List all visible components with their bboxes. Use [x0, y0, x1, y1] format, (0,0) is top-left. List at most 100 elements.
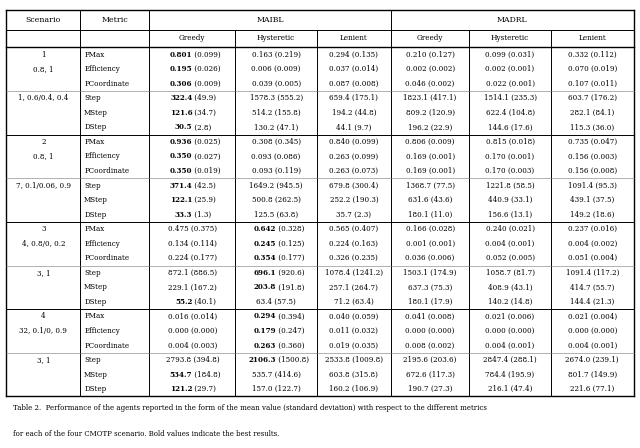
Text: 0.099 (0.031): 0.099 (0.031)	[486, 51, 534, 59]
Text: 631.6 (43.6): 631.6 (43.6)	[408, 196, 452, 204]
Text: (1.3): (1.3)	[193, 211, 211, 219]
Text: 0.294 (0.135): 0.294 (0.135)	[330, 51, 378, 59]
Text: 0.087 (0.008): 0.087 (0.008)	[329, 80, 378, 88]
Text: 0.004 (0.001): 0.004 (0.001)	[568, 341, 617, 349]
Text: DStep: DStep	[84, 123, 106, 131]
Text: 0.004 (0.002): 0.004 (0.002)	[568, 240, 617, 248]
Text: (0.177): (0.177)	[276, 254, 305, 262]
Text: 801.7 (149.9): 801.7 (149.9)	[568, 370, 617, 379]
Text: (42.5): (42.5)	[193, 181, 216, 190]
Text: 0.806 (0.009): 0.806 (0.009)	[405, 138, 455, 146]
Text: 125.5 (63.8): 125.5 (63.8)	[254, 211, 298, 219]
Text: for each of the four CMOTP scenario. Bold values indicate the best results.: for each of the four CMOTP scenario. Bol…	[13, 430, 279, 438]
Text: MStep: MStep	[84, 196, 108, 204]
Text: 1823.1 (417.1): 1823.1 (417.1)	[403, 94, 457, 102]
Text: 0.195: 0.195	[170, 65, 193, 73]
Text: 0.170 (0.001): 0.170 (0.001)	[486, 152, 534, 160]
Text: 1649.2 (945.5): 1649.2 (945.5)	[250, 181, 303, 190]
Text: 0.332 (0.112): 0.332 (0.112)	[568, 51, 616, 59]
Text: 784.4 (195.9): 784.4 (195.9)	[486, 370, 534, 379]
Text: 659.4 (175.1): 659.4 (175.1)	[330, 94, 378, 102]
Text: 282.1 (84.1): 282.1 (84.1)	[570, 109, 614, 117]
Text: 0.002 (0.001): 0.002 (0.001)	[486, 65, 534, 73]
Text: 0.093 (0.119): 0.093 (0.119)	[252, 167, 301, 175]
Text: 679.8 (300.4): 679.8 (300.4)	[329, 181, 378, 190]
Text: 0.306: 0.306	[170, 80, 193, 88]
Text: Efficiency: Efficiency	[84, 152, 120, 160]
Text: (191.8): (191.8)	[276, 284, 305, 291]
Text: 0.8, 1: 0.8, 1	[33, 65, 54, 73]
Text: DStep: DStep	[84, 298, 106, 306]
Text: 190.7 (27.3): 190.7 (27.3)	[408, 385, 452, 393]
Text: 637.3 (75.3): 637.3 (75.3)	[408, 284, 452, 291]
Text: 0.263 (0.099): 0.263 (0.099)	[330, 152, 378, 160]
Text: 0.016 (0.014): 0.016 (0.014)	[168, 312, 217, 320]
Text: (0.125): (0.125)	[276, 240, 305, 248]
Text: 63.4 (57.5): 63.4 (57.5)	[256, 298, 296, 306]
Text: 514.2 (155.8): 514.2 (155.8)	[252, 109, 300, 117]
Text: 4: 4	[41, 312, 45, 320]
Text: 0.002 (0.002): 0.002 (0.002)	[406, 65, 454, 73]
Text: 0.004 (0.001): 0.004 (0.001)	[485, 341, 534, 349]
Text: 0.000 (0.000): 0.000 (0.000)	[485, 327, 535, 335]
Text: 622.4 (104.8): 622.4 (104.8)	[486, 109, 534, 117]
Text: 115.3 (36.0): 115.3 (36.0)	[570, 123, 614, 131]
Text: 229.1 (167.2): 229.1 (167.2)	[168, 284, 217, 291]
Text: 672.6 (117.3): 672.6 (117.3)	[406, 370, 454, 379]
Text: 2: 2	[41, 138, 45, 146]
Text: MAIBL: MAIBL	[257, 16, 284, 24]
Text: 0.004 (0.003): 0.004 (0.003)	[168, 341, 217, 349]
Text: 809.2 (120.9): 809.2 (120.9)	[406, 109, 454, 117]
Text: 180.1 (17.9): 180.1 (17.9)	[408, 298, 452, 306]
Text: 0.000 (0.000): 0.000 (0.000)	[168, 327, 217, 335]
Text: 1514.1 (235.3): 1514.1 (235.3)	[484, 94, 536, 102]
Text: 0.022 (0.001): 0.022 (0.001)	[486, 80, 534, 88]
Text: 55.2: 55.2	[175, 298, 193, 306]
Text: 0.040 (0.059): 0.040 (0.059)	[329, 312, 378, 320]
Text: 149.2 (18.6): 149.2 (18.6)	[570, 211, 614, 219]
Text: 130.2 (47.1): 130.2 (47.1)	[254, 123, 298, 131]
Text: 1: 1	[41, 51, 45, 59]
Text: (0.009): (0.009)	[193, 80, 221, 88]
Text: 1503.1 (174.9): 1503.1 (174.9)	[403, 269, 457, 277]
Text: 440.9 (33.1): 440.9 (33.1)	[488, 196, 532, 204]
Text: 696.1: 696.1	[253, 269, 276, 277]
Text: 0.001 (0.001): 0.001 (0.001)	[406, 240, 454, 248]
Text: 216.1 (47.4): 216.1 (47.4)	[488, 385, 532, 393]
Text: 0.294: 0.294	[253, 312, 276, 320]
Text: MStep: MStep	[84, 109, 108, 117]
Text: 3, 1: 3, 1	[36, 356, 50, 364]
Text: (0.360): (0.360)	[276, 341, 305, 349]
Text: 0.134 (0.114): 0.134 (0.114)	[168, 240, 217, 248]
Text: 0.052 (0.005): 0.052 (0.005)	[486, 254, 534, 262]
Text: PCoordinate: PCoordinate	[84, 80, 129, 88]
Text: 33.3: 33.3	[175, 211, 193, 219]
Text: 0.041 (0.008): 0.041 (0.008)	[406, 312, 454, 320]
Text: 0.354: 0.354	[253, 254, 276, 262]
Text: 414.7 (55.7): 414.7 (55.7)	[570, 284, 614, 291]
Text: PMax: PMax	[84, 225, 104, 233]
Text: 0.163 (0.219): 0.163 (0.219)	[252, 51, 301, 59]
Text: 0.019 (0.035): 0.019 (0.035)	[330, 341, 378, 349]
Text: (0.247): (0.247)	[276, 327, 305, 335]
Text: 3, 1: 3, 1	[36, 269, 50, 277]
Text: 1058.7 (81.7): 1058.7 (81.7)	[486, 269, 534, 277]
Text: 0.051 (0.004): 0.051 (0.004)	[568, 254, 617, 262]
Text: 1, 0.6/0.4, 0.4: 1, 0.6/0.4, 0.4	[18, 94, 68, 102]
Text: 160.2 (106.9): 160.2 (106.9)	[330, 385, 378, 393]
Text: 0.006 (0.009): 0.006 (0.009)	[252, 65, 301, 73]
Text: MStep: MStep	[84, 284, 108, 291]
Text: 603.8 (315.8): 603.8 (315.8)	[330, 370, 378, 379]
Text: (920.6): (920.6)	[276, 269, 305, 277]
Text: Lenient: Lenient	[340, 34, 368, 43]
Text: 2106.3: 2106.3	[248, 356, 276, 364]
Text: 0.350: 0.350	[170, 167, 193, 175]
Text: PCoordinate: PCoordinate	[84, 341, 129, 349]
Text: Step: Step	[84, 94, 100, 102]
Text: 2195.6 (203.6): 2195.6 (203.6)	[403, 356, 457, 364]
Text: (0.099): (0.099)	[193, 51, 221, 59]
Text: Greedy: Greedy	[417, 34, 444, 43]
Text: 0.801: 0.801	[170, 51, 193, 59]
Text: (0.019): (0.019)	[193, 167, 221, 175]
Text: Efficiency: Efficiency	[84, 65, 120, 73]
